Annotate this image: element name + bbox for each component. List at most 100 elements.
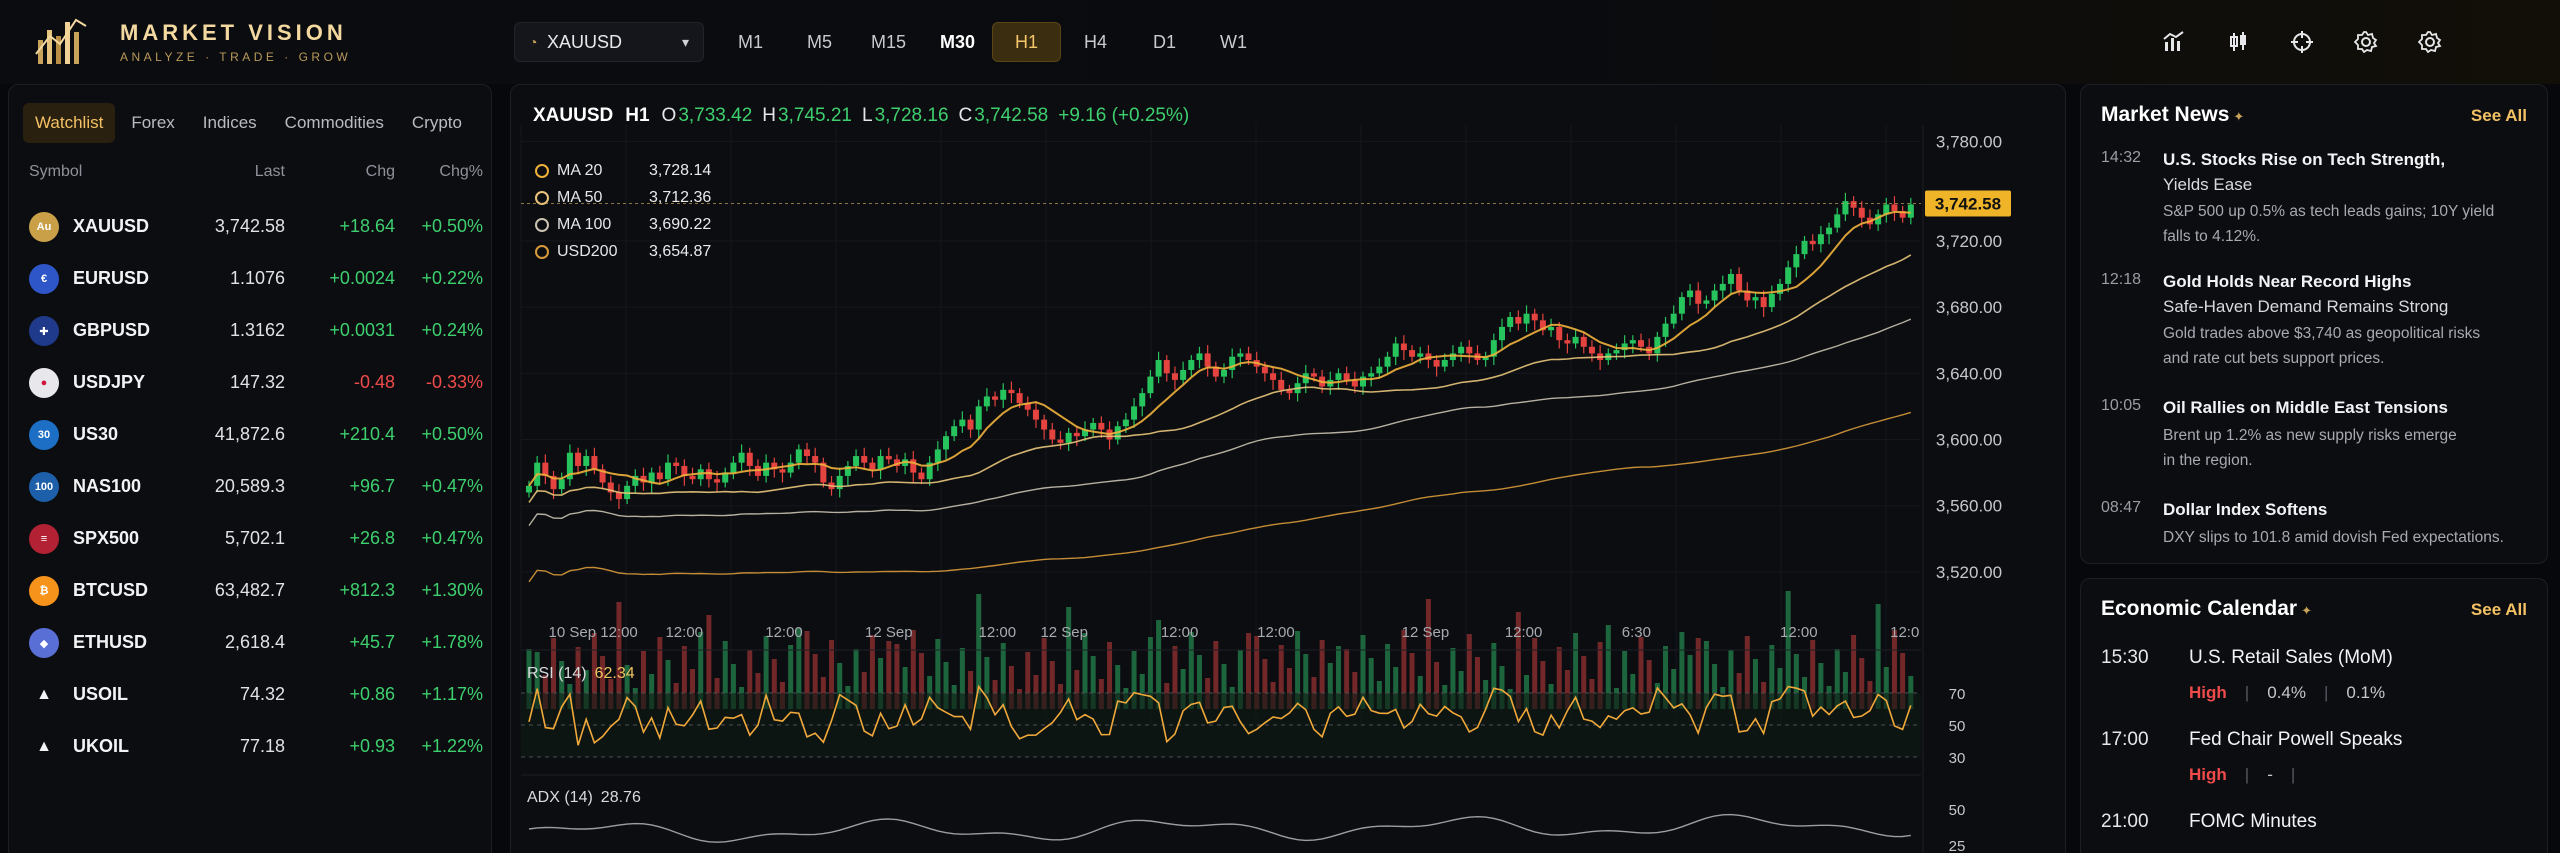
volume-bar xyxy=(1172,646,1178,709)
candle-body xyxy=(1286,389,1293,394)
indicators-icon[interactable] xyxy=(2158,26,2190,58)
timeframe-m15[interactable]: M15 xyxy=(870,31,906,52)
candle-body xyxy=(1458,346,1465,354)
row-change: +0.0031 xyxy=(329,320,395,340)
watchlist-row[interactable]: ● USDJPY 147.32 -0.48 -0.33% xyxy=(9,357,493,409)
volume-bar xyxy=(1777,668,1783,709)
adx-level-label: 25 xyxy=(1949,838,1966,853)
volume-bar xyxy=(706,615,712,709)
crosshair-icon[interactable] xyxy=(2286,26,2318,58)
compare-icon[interactable] xyxy=(2222,26,2254,58)
column-symbol[interactable]: Symbol xyxy=(29,163,83,180)
row-symbol: XAUUSD xyxy=(73,216,150,236)
volume-bar xyxy=(1712,664,1718,709)
candle-body xyxy=(1744,290,1751,301)
watchlist-row[interactable]: ▲ UKOIL 77.18 +0.93 +1.22% xyxy=(9,721,493,773)
row-change-pct: +0.47% xyxy=(421,528,483,548)
last-price-label: 3,742.58 xyxy=(1935,194,2001,213)
calendar-see-all-link[interactable]: See All xyxy=(2470,600,2527,619)
column-chg-pct[interactable]: Chg% xyxy=(439,163,483,180)
ohlc-high: 3,745.21 xyxy=(778,105,852,126)
x-tick-label: 12:00 xyxy=(1257,624,1295,641)
candle-body xyxy=(591,456,598,470)
ma-legend-item[interactable]: MA 50 3,712.36 xyxy=(535,184,711,211)
candle-body xyxy=(1171,373,1178,380)
volume-bar xyxy=(1221,664,1227,709)
watchlist-row[interactable]: ◆ ETHUSD 2,618.4 +45.7 +1.78% xyxy=(9,617,493,669)
watchlist-row[interactable]: ✚ GBPUSD 1.3162 +0.0031 +0.24% xyxy=(9,305,493,357)
timeframe-m1[interactable]: M1 xyxy=(737,31,763,52)
candle-body xyxy=(599,469,606,483)
x-tick-label: 12 Sep xyxy=(1040,624,1088,641)
moving-average-line xyxy=(528,318,1912,527)
gear-icon[interactable] xyxy=(2414,26,2446,58)
candle-body xyxy=(673,462,680,466)
watchlist-row[interactable]: ≡ SPX500 5,702.1 +26.8 +0.47% xyxy=(9,513,493,565)
tab-watchlist[interactable]: Watchlist xyxy=(23,103,116,143)
watchlist-row[interactable]: € EURUSD 1.1076 +0.0024 +0.22% xyxy=(9,253,493,305)
candle-body xyxy=(1654,336,1661,354)
x-tick-label: 6:30 xyxy=(1622,624,1651,641)
ma-legend-item[interactable]: USD200 3,654.87 xyxy=(535,238,711,265)
timeframe-h4[interactable]: H4 xyxy=(1083,31,1107,52)
row-last: 5,702.1 xyxy=(224,528,285,548)
timeframe-m30[interactable]: M30 xyxy=(939,31,975,52)
volume-bar xyxy=(902,667,908,709)
row-symbol: US30 xyxy=(73,424,119,444)
price-chart[interactable]: 3,520.00 3,560.00 3,600.00 3,640.00 3,680.00… xyxy=(511,85,2067,853)
volume-bar xyxy=(681,646,687,709)
volume-bar xyxy=(1074,670,1080,709)
tab-indices[interactable]: Indices xyxy=(202,113,257,132)
candle-body xyxy=(1417,353,1424,357)
moving-average-line xyxy=(528,254,1912,503)
tab-crypto[interactable]: Crypto xyxy=(411,113,462,132)
candle-body xyxy=(934,449,941,463)
candle-body xyxy=(1785,267,1792,284)
timeframe-d1[interactable]: D1 xyxy=(1152,31,1176,52)
volume-bar xyxy=(640,651,646,709)
candle-body xyxy=(681,465,688,476)
volume-bar xyxy=(1671,669,1677,709)
volume-bar xyxy=(1630,674,1636,709)
watchlist-row[interactable]: Au XAUUSD 3,742.58 +18.64 +0.50% xyxy=(9,201,493,253)
settings-icon[interactable] xyxy=(2350,26,2382,58)
watchlist-row[interactable]: 100 NAS100 20,589.3 +96.7 +0.47% xyxy=(9,461,493,513)
volume-bar xyxy=(1278,645,1284,709)
symbol-selector[interactable]: ◔ XAUUSD ▾ xyxy=(514,22,704,62)
news-see-all-link[interactable]: See All xyxy=(2470,106,2527,125)
row-change: +45.7 xyxy=(349,632,395,652)
timeframe-m5[interactable]: M5 xyxy=(806,31,832,52)
column-chg[interactable]: Chg xyxy=(365,163,395,180)
candle-body xyxy=(1000,389,1007,400)
row-change: +210.4 xyxy=(339,424,395,444)
volume-bar xyxy=(1573,633,1579,709)
candle-body xyxy=(640,475,647,483)
candle-body xyxy=(1229,356,1236,370)
volume-bar xyxy=(853,649,859,709)
ma-legend-item[interactable]: MA 20 3,728.14 xyxy=(535,157,711,184)
watchlist-row[interactable]: 30 US30 41,872.6 +210.4 +0.50% xyxy=(9,409,493,461)
candle-body xyxy=(689,475,696,480)
volume-bar xyxy=(1515,612,1521,709)
timeframe-h1[interactable]: H1 xyxy=(992,22,1061,62)
candle-body xyxy=(1760,297,1767,308)
uk-flag-icon: ✚ xyxy=(29,316,59,346)
watchlist-row[interactable]: ₿ BTCUSD 63,482.7 +812.3 +1.30% xyxy=(9,565,493,617)
moving-average-line xyxy=(528,411,1911,583)
x-tick-label: 12:00 xyxy=(1161,624,1199,641)
top-bar: MARKET VISION ANALYZE · TRADE · GROW ◔ X… xyxy=(0,0,2560,84)
tab-forex[interactable]: Forex xyxy=(131,113,175,132)
tab-commodities[interactable]: Commodities xyxy=(284,113,384,132)
volume-bar xyxy=(1025,652,1031,709)
volume-bar xyxy=(1425,599,1431,709)
ma-legend-item[interactable]: MA 100 3,690.22 xyxy=(535,211,711,238)
candle-body xyxy=(861,456,868,463)
candle-body xyxy=(1032,409,1039,420)
watchlist-row[interactable]: ▲ USOIL 74.32 +0.86 +1.17% xyxy=(9,669,493,721)
column-last[interactable]: Last xyxy=(254,163,285,180)
row-change: +18.64 xyxy=(339,216,395,236)
row-change-pct: +1.30% xyxy=(421,580,483,600)
volume-bar xyxy=(649,674,655,709)
timeframe-w1[interactable]: W1 xyxy=(1220,31,1247,52)
candle-body xyxy=(558,479,565,490)
